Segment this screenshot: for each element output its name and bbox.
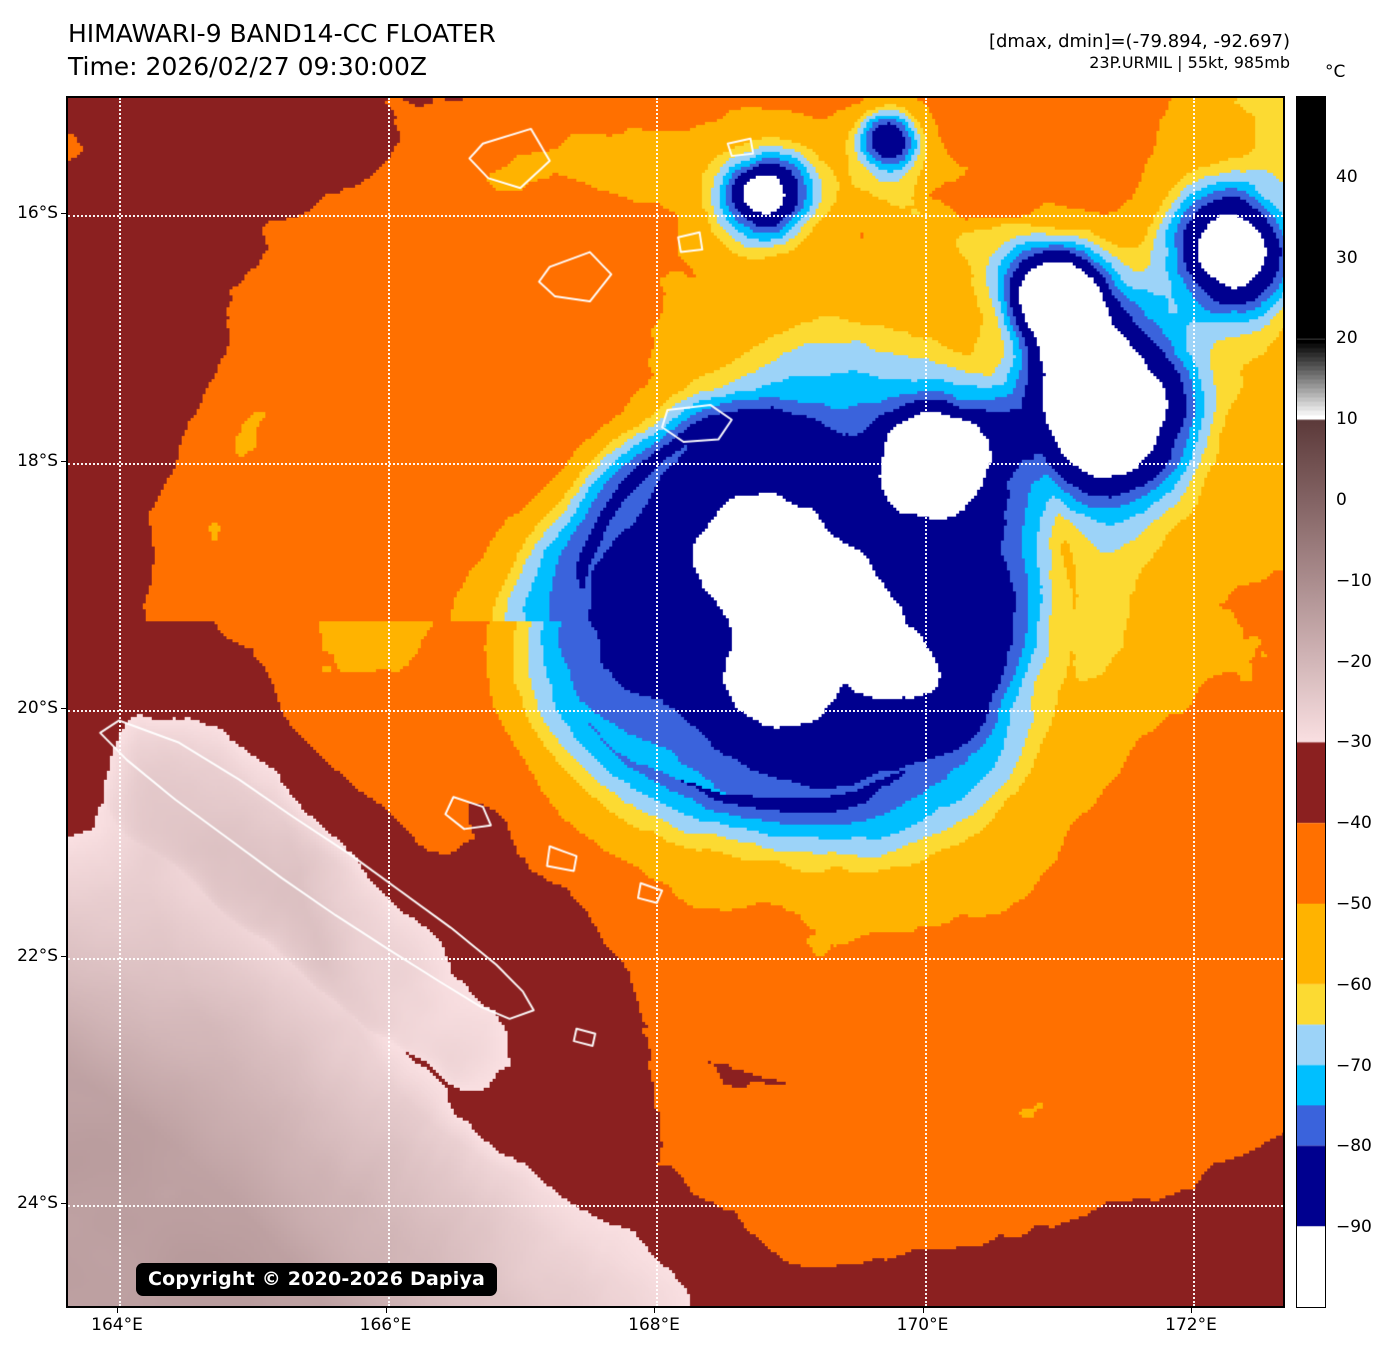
x-tickmark bbox=[654, 1308, 656, 1313]
colorbar-tick-label: −70 bbox=[1336, 1055, 1372, 1076]
x-tickmark bbox=[922, 1308, 924, 1313]
page-title: HIMAWARI-9 BAND14-CC FLOATER bbox=[68, 19, 496, 48]
y-axis-tick-label: 22°S bbox=[17, 945, 58, 966]
x-axis-tick-label: 172°E bbox=[1165, 1315, 1217, 1335]
colorbar-tick-label: −30 bbox=[1336, 732, 1372, 753]
x-axis-tick-label: 164°E bbox=[91, 1315, 143, 1335]
colorbar-tick-label: 40 bbox=[1336, 166, 1358, 187]
colorbar-tick-label: −40 bbox=[1336, 813, 1372, 834]
y-axis-tick-label: 24°S bbox=[17, 1192, 58, 1213]
colorbar-tick-label: −80 bbox=[1336, 1136, 1372, 1157]
timestamp-label: Time: 2026/02/27 09:30:00Z bbox=[68, 51, 427, 81]
colorbar-tick-label: −50 bbox=[1336, 894, 1372, 914]
colorbar-tick-label: −60 bbox=[1336, 974, 1372, 995]
satellite-imagery-canvas bbox=[68, 98, 1283, 1306]
copyright-banner: Copyright © 2020-2026 Dapiya bbox=[136, 1263, 498, 1296]
metadata-block: [dmax, dmin]=(-79.894, -92.697) 23P.URMI… bbox=[989, 30, 1290, 74]
storm-info-label: 23P.URMIL | 55kt, 985mb bbox=[1089, 53, 1290, 73]
x-tickmark bbox=[1191, 1308, 1193, 1313]
colorbar-tick-label: −20 bbox=[1336, 651, 1372, 672]
x-axis-tick-label: 168°E bbox=[628, 1315, 680, 1335]
x-axis-tick-label: 170°E bbox=[896, 1315, 949, 1335]
colorbar-tick-label: 10 bbox=[1336, 409, 1358, 430]
colorbar-canvas bbox=[1297, 97, 1325, 1307]
colorbar-tick-label: 20 bbox=[1336, 328, 1358, 349]
y-tickmark bbox=[61, 460, 66, 462]
y-tickmark bbox=[61, 213, 66, 215]
colorbar-tick-label: 30 bbox=[1336, 247, 1358, 268]
y-axis-tick-label: 20°S bbox=[17, 698, 58, 719]
y-tickmark bbox=[61, 1202, 66, 1204]
x-tickmark bbox=[385, 1308, 387, 1313]
y-axis-tick-label: 18°S bbox=[17, 450, 58, 471]
x-tickmark bbox=[117, 1308, 118, 1313]
colorbar bbox=[1296, 96, 1326, 1308]
colorbar-tick-label: −90 bbox=[1336, 1217, 1372, 1238]
y-tickmark bbox=[61, 708, 66, 710]
title-block: HIMAWARI-9 BAND14-CC FLOATER Time: 2026/… bbox=[68, 18, 496, 83]
data-range-label: [dmax, dmin]=(-79.894, -92.697) bbox=[988, 31, 1290, 52]
y-tickmark bbox=[61, 955, 66, 957]
y-axis-tick-label: 16°S bbox=[17, 203, 58, 224]
satellite-image-plot: Copyright © 2020-2026 Dapiya bbox=[66, 96, 1285, 1308]
colorbar-tick-label: −10 bbox=[1336, 570, 1372, 591]
colorbar-tick-label: 0 bbox=[1336, 490, 1347, 510]
x-axis-tick-label: 166°E bbox=[359, 1315, 412, 1335]
colorbar-unit-label: °C bbox=[1325, 62, 1346, 82]
